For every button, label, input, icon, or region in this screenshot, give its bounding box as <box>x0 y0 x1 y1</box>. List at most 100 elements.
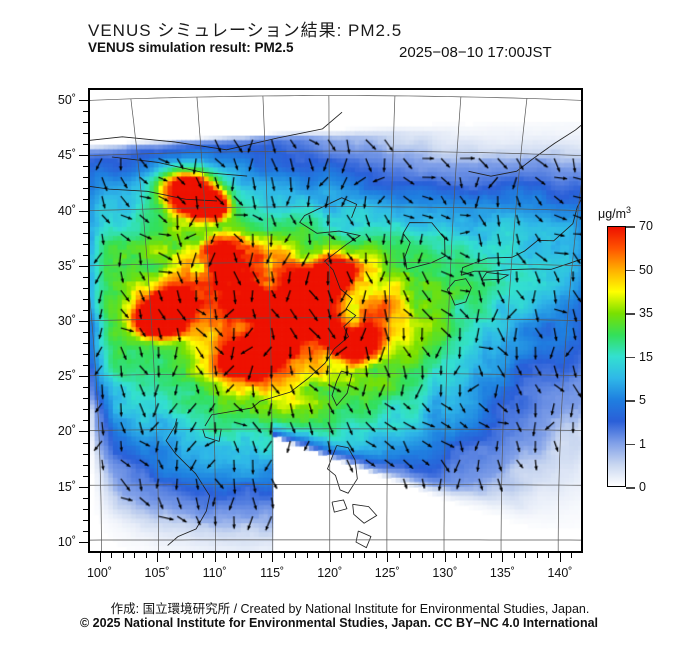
longitude-tick <box>398 553 400 558</box>
latitude-tick <box>79 210 88 212</box>
longitude-tick <box>145 553 147 558</box>
latitude-tick <box>83 497 88 499</box>
latitude-tick <box>83 309 88 311</box>
latitude-tick <box>83 508 88 510</box>
latitude-tick <box>83 332 88 334</box>
longitude-tick <box>99 553 101 562</box>
colorbar-tick-label: 50 <box>639 262 653 277</box>
longitude-tick <box>318 553 320 558</box>
longitude-tick <box>456 553 458 558</box>
longitude-tick <box>571 553 573 558</box>
latitude-tick <box>79 320 88 322</box>
latitude-tick <box>83 464 88 466</box>
longitude-tick <box>295 553 297 558</box>
latitude-tick <box>83 519 88 521</box>
latitude-tick <box>79 100 88 102</box>
longitude-tick <box>214 553 216 562</box>
longitude-tick-label: 120˚ <box>317 566 343 580</box>
latitude-tick-label: 20˚ <box>57 424 76 439</box>
latitude-tick <box>83 111 88 113</box>
latitude-tick <box>83 409 88 411</box>
latitude-tick-label: 35˚ <box>57 258 76 273</box>
longitude-tick-label: 105˚ <box>144 566 170 580</box>
latitude-tick-label: 40˚ <box>57 203 76 218</box>
longitude-tick <box>433 553 435 558</box>
timestamp-label: 2025−08−10 17:00JST <box>399 44 552 61</box>
latitude-tick <box>83 387 88 389</box>
longitude-tick <box>502 553 504 562</box>
longitude-tick <box>260 553 262 558</box>
latitude-tick <box>83 166 88 168</box>
longitude-tick <box>168 553 170 558</box>
latitude-tick <box>83 232 88 234</box>
longitude-tick <box>191 553 193 558</box>
latitude-tick <box>79 486 88 488</box>
longitude-tick <box>226 553 228 558</box>
colorbar-unit-label: μg/m3 <box>598 205 632 222</box>
map-plot-area[interactable] <box>88 88 583 553</box>
longitude-tick-label: 125˚ <box>374 566 400 580</box>
colorbar-tick-label: 5 <box>639 393 646 407</box>
longitude-tick <box>134 553 136 558</box>
latitude-tick <box>83 530 88 532</box>
longitude-tick-label: 110˚ <box>202 566 227 580</box>
colorbar-tick <box>626 226 635 228</box>
latitude-tick <box>83 221 88 223</box>
page-title-japanese: VENUS シミュレーション結果: PM2.5 <box>88 21 403 40</box>
longitude-tick <box>272 553 274 562</box>
credit-line-japanese: 作成: 国立環境研究所 / Created by National Instit… <box>110 602 590 616</box>
longitude-tick <box>444 553 446 562</box>
colorbar-gradient-bar <box>607 226 626 487</box>
latitude-tick <box>79 541 88 543</box>
colorbar-tick-label: 15 <box>639 349 653 364</box>
longitude-tick <box>329 553 331 562</box>
wind-vector-overlay <box>90 90 581 551</box>
longitude-tick <box>122 553 124 558</box>
latitude-tick <box>83 188 88 190</box>
longitude-tick <box>559 553 561 562</box>
colorbar-tick <box>626 400 635 402</box>
longitude-tick <box>249 553 251 558</box>
longitude-tick <box>479 553 481 558</box>
longitude-tick <box>352 553 354 558</box>
longitude-tick-label: 135˚ <box>489 566 515 580</box>
latitude-tick <box>83 199 88 201</box>
colorbar: 70 50 35 15 5 1 0 <box>607 219 653 494</box>
longitude-tick <box>375 553 377 558</box>
latitude-tick <box>83 144 88 146</box>
longitude-tick <box>421 553 423 558</box>
longitude-tick <box>410 553 412 558</box>
latitude-tick <box>83 122 88 124</box>
latitude-tick <box>83 354 88 356</box>
colorbar-tick-label: 1 <box>639 436 646 451</box>
latitude-tick <box>83 177 88 179</box>
colorbar-tick <box>626 269 635 271</box>
longitude-tick <box>364 553 366 558</box>
colorbar-tick-label: 70 <box>639 219 653 233</box>
longitude-tick-label: 100˚ <box>86 566 113 580</box>
longitude-tick <box>237 553 239 558</box>
longitude-tick-label: 130˚ <box>432 566 458 580</box>
colorbar-tick <box>626 313 635 315</box>
latitude-tick <box>79 265 88 267</box>
latitude-tick <box>79 155 88 157</box>
latitude-tick <box>83 287 88 289</box>
latitude-tick <box>83 453 88 455</box>
latitude-tick <box>83 243 88 245</box>
page-title-english: VENUS simulation result: PM2.5 <box>88 40 294 55</box>
longitude-tick <box>513 553 515 558</box>
longitude-tick <box>548 553 550 558</box>
latitude-tick <box>83 254 88 256</box>
latitude-tick <box>83 298 88 300</box>
latitude-tick <box>83 133 88 135</box>
latitude-tick-label: 30˚ <box>57 313 76 328</box>
longitude-tick <box>111 553 113 558</box>
colorbar-tick <box>626 443 635 445</box>
longitude-tick-label: 115˚ <box>260 566 285 580</box>
longitude-tick <box>387 553 389 562</box>
credit-license-text: © 2025 National Institute for Environmen… <box>80 616 598 630</box>
longitude-tick <box>490 553 492 558</box>
latitude-tick <box>83 442 88 444</box>
colorbar-tick <box>626 356 635 358</box>
longitude-tick <box>283 553 285 558</box>
